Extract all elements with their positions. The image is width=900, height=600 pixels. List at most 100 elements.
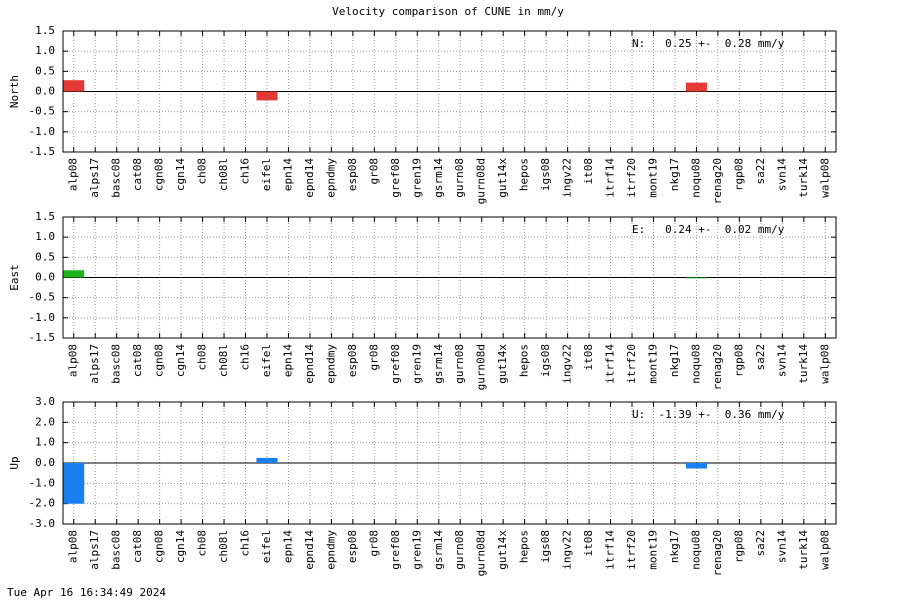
x-tick-label: svn14: [775, 530, 788, 563]
x-tick-label: cat08: [131, 158, 144, 191]
y-tick-label: 0.0: [35, 456, 55, 469]
x-tick-label: ch08: [196, 158, 209, 185]
x-tick-label: sa22: [754, 530, 767, 557]
x-tick-label: cat08: [131, 344, 144, 377]
y-tick-label: 0.0: [35, 85, 55, 98]
x-tick-label: alp08: [67, 530, 80, 563]
x-tick-label: nkg17: [668, 344, 681, 377]
plot-frame: [62, 401, 837, 525]
x-tick-label: ingv22: [561, 158, 574, 198]
x-tick-label: ch08l: [217, 530, 230, 563]
y-axis-label: East: [8, 264, 21, 291]
x-tick-label: epndmy: [324, 344, 337, 384]
bar: [63, 270, 85, 278]
x-tick-label: cgn08: [153, 158, 166, 191]
x-tick-label: renag20: [711, 344, 724, 390]
y-tick-label: 1.5: [35, 24, 55, 37]
y-axis-label: North: [8, 75, 21, 108]
x-tick-label: gurn08: [453, 158, 466, 198]
x-tick-label: esp08: [346, 158, 359, 191]
x-tick-label: sa22: [754, 158, 767, 185]
x-tick-label: cgn14: [174, 530, 187, 563]
x-tick-label: hepos: [518, 158, 531, 191]
bar: [63, 463, 85, 504]
x-tick-label: ch08: [196, 344, 209, 371]
bar: [685, 82, 707, 92]
x-tick-label: gsrm14: [432, 344, 445, 384]
x-tick-label: rgp08: [732, 344, 745, 377]
x-tick-label: epn14: [281, 158, 294, 191]
x-tick-label: noqu08: [689, 158, 702, 198]
x-tick-label: cgn14: [174, 344, 187, 377]
y-tick-label: -1.0: [29, 476, 56, 489]
x-tick-label: gren19: [410, 344, 423, 384]
x-tick-label: ch08l: [217, 344, 230, 377]
y-tick-label: 0.0: [35, 271, 55, 284]
x-tick-label: igs08: [539, 344, 552, 377]
bar: [685, 463, 707, 469]
x-tick-label: esp08: [346, 530, 359, 563]
x-tick-label: ch16: [239, 344, 252, 371]
x-tick-label: gren19: [410, 530, 423, 570]
x-tick-label: mont19: [646, 530, 659, 570]
x-tick-label: gurn08d: [475, 344, 488, 390]
x-tick-label: epndmy: [324, 530, 337, 570]
x-tick-label: gsrm14: [432, 530, 445, 570]
x-tick-label: ch08l: [217, 158, 230, 191]
x-tick-label: gref08: [389, 158, 402, 198]
x-tick-label: eifel: [260, 158, 273, 191]
x-tick-label: gren19: [410, 158, 423, 198]
y-tick-label: 0.5: [35, 64, 55, 77]
y-tick-label: 3.0: [35, 395, 55, 408]
y-tick-label: -3.0: [29, 517, 56, 530]
timestamp: Tue Apr 16 16:34:49 2024: [7, 586, 166, 599]
x-tick-label: gr08: [367, 158, 380, 185]
y-tick-label: -1.0: [29, 125, 56, 138]
x-tick-label: renag20: [711, 158, 724, 204]
chart-title: Velocity comparison of CUNE in mm/y: [332, 5, 564, 18]
x-tick-label: eifel: [260, 530, 273, 563]
annotation: E: 0.24 +- 0.02 mm/y: [632, 223, 785, 236]
y-tick-label: 2.0: [35, 415, 55, 428]
x-tick-label: noqu08: [689, 344, 702, 384]
plot-frame: [62, 216, 837, 339]
x-tick-label: it08: [582, 158, 595, 185]
x-tick-label: ch16: [239, 530, 252, 557]
x-tick-label: svn14: [775, 158, 788, 191]
x-tick-label: alps17: [88, 344, 101, 384]
x-tick-label: gut14x: [496, 158, 509, 198]
x-tick-label: itrf20: [625, 344, 638, 384]
x-tick-label: gr08: [367, 530, 380, 557]
x-tick-label: basc08: [110, 158, 123, 198]
x-tick-label: itrf14: [604, 530, 617, 570]
bar: [63, 80, 85, 92]
x-tick-label: turk14: [797, 344, 810, 384]
x-tick-label: it08: [582, 530, 595, 557]
x-tick-label: svn14: [775, 344, 788, 377]
x-tick-label: ch16: [239, 158, 252, 185]
x-tick-label: gref08: [389, 530, 402, 570]
x-tick-label: itrf14: [604, 344, 617, 384]
x-tick-label: alp08: [67, 344, 80, 377]
y-tick-label: -1.5: [29, 145, 56, 158]
x-tick-label: cat08: [131, 530, 144, 563]
x-tick-label: igs08: [539, 158, 552, 191]
y-tick-label: 1.0: [35, 230, 55, 243]
annotation: N: 0.25 +- 0.28 mm/y: [632, 37, 785, 50]
x-tick-label: rgp08: [732, 530, 745, 563]
x-tick-label: eifel: [260, 344, 273, 377]
x-tick-label: gurn08d: [475, 158, 488, 204]
x-tick-label: nkg17: [668, 158, 681, 191]
x-tick-label: mont19: [646, 158, 659, 198]
y-axis-label: Up: [8, 456, 21, 469]
x-tick-label: itrf14: [604, 158, 617, 198]
x-tick-label: gr08: [367, 344, 380, 371]
bar: [685, 277, 707, 279]
x-tick-label: turk14: [797, 158, 810, 198]
y-tick-label: -1.5: [29, 331, 56, 344]
x-tick-label: gut14x: [496, 530, 509, 570]
x-tick-label: turk14: [797, 530, 810, 570]
y-tick-label: -2.0: [29, 497, 56, 510]
x-tick-label: renag20: [711, 530, 724, 576]
